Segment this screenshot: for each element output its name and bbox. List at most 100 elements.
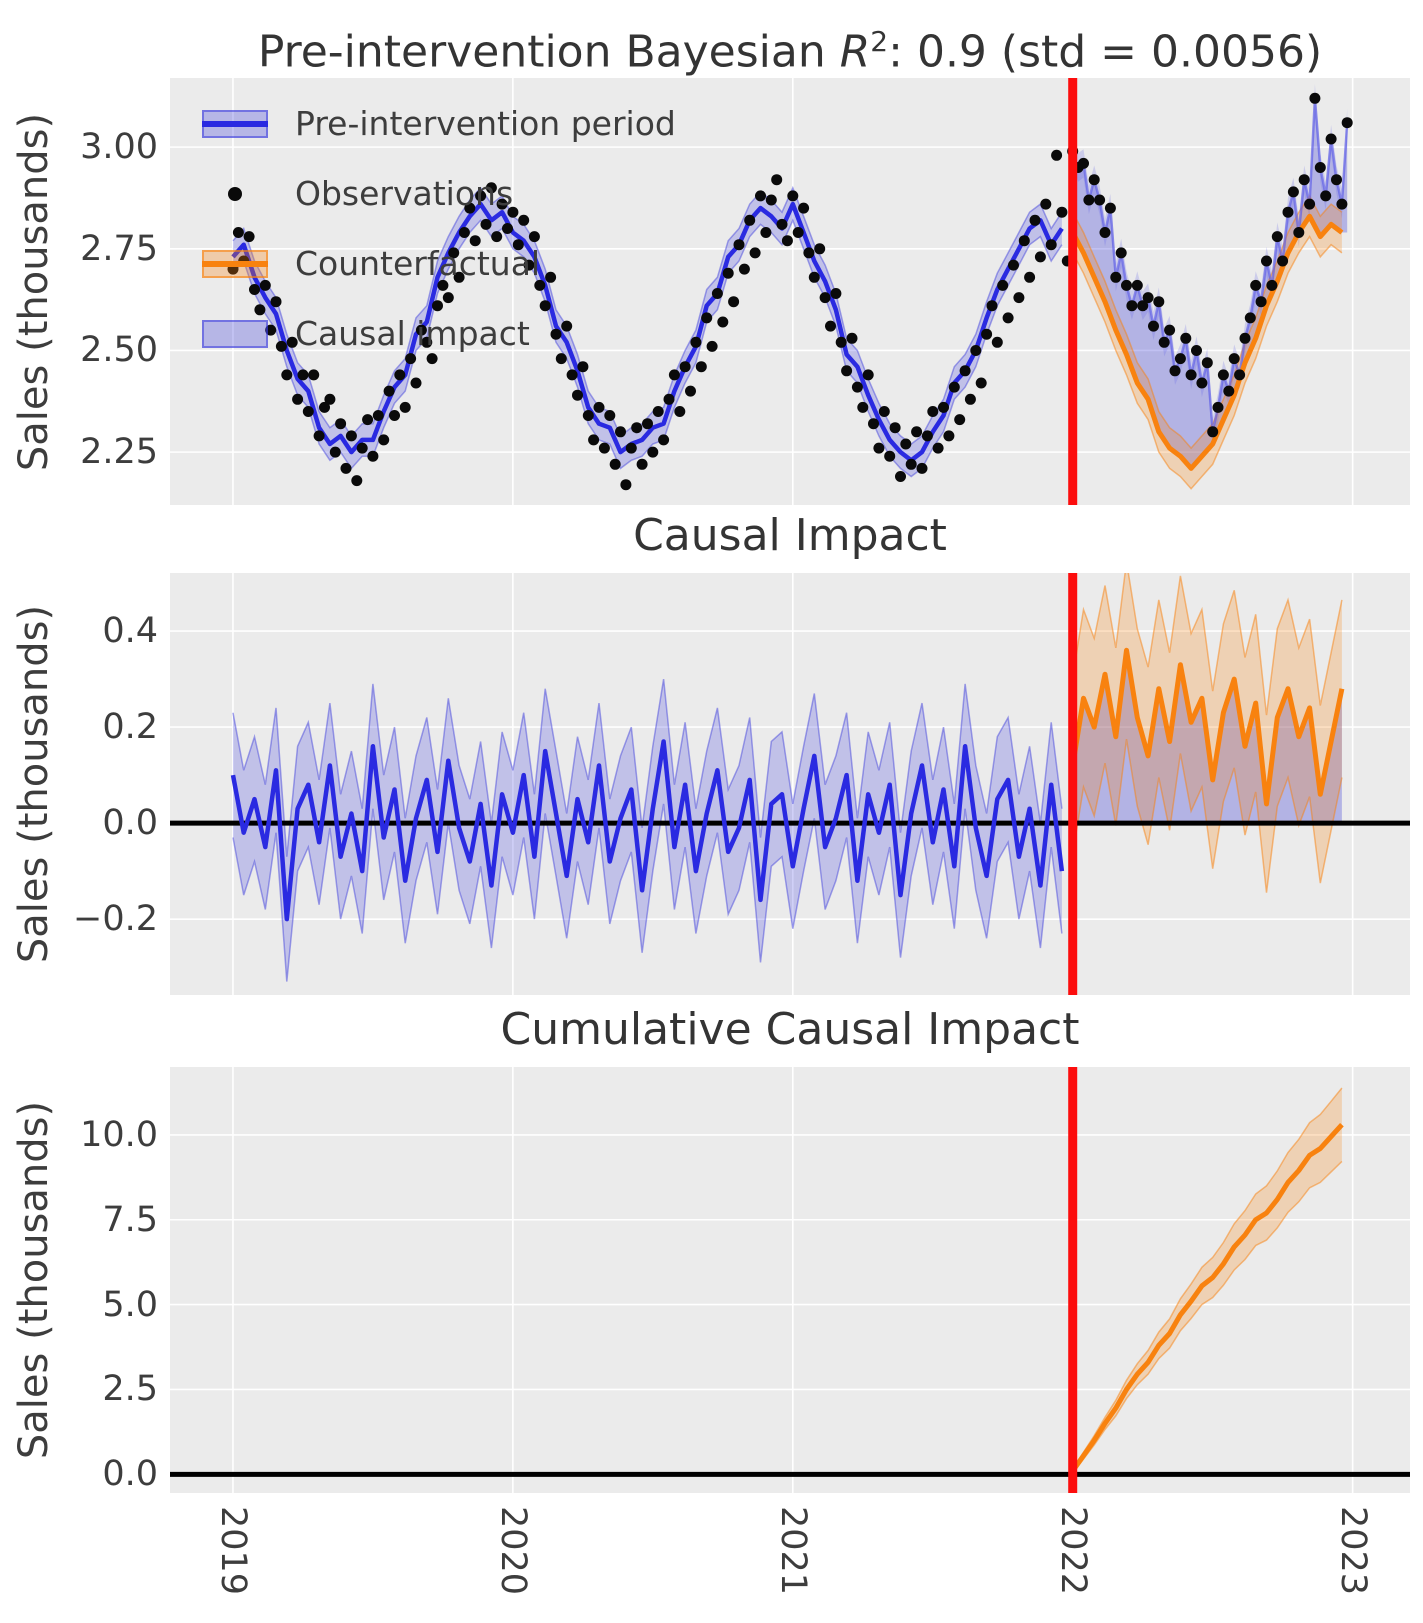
observation-dot xyxy=(663,393,675,405)
observation-dot xyxy=(932,442,944,454)
observation-dot xyxy=(1207,426,1219,438)
observation-dot xyxy=(695,361,707,373)
legend-item: Causal impact xyxy=(202,306,530,362)
panel-cumulative-causal-impact xyxy=(170,1067,1410,1493)
observation-dot xyxy=(319,401,330,413)
observation-dot xyxy=(577,361,589,373)
observation-dot xyxy=(1029,214,1041,226)
panel-background xyxy=(170,1067,1410,1493)
y-tick-label: −0.2 xyxy=(73,899,158,939)
legend-swatch-band-line-icon xyxy=(202,250,268,278)
panel-title-model-fit: Pre-intervention Bayesian R2: 0.9 (std =… xyxy=(258,16,1322,79)
observation-dot xyxy=(1056,206,1068,218)
observation-dot xyxy=(464,202,476,214)
observation-dot xyxy=(889,422,901,434)
observation-dot xyxy=(964,393,976,405)
observation-dot xyxy=(281,369,293,381)
observation-dot xyxy=(857,401,869,413)
observation-dot xyxy=(895,471,906,482)
observation-dot xyxy=(329,446,341,458)
observation-dot xyxy=(679,361,691,373)
y-tick-label: 2.25 xyxy=(80,432,158,472)
observation-dot xyxy=(1104,202,1116,214)
observation-dot xyxy=(1271,231,1283,243)
observation-dot xyxy=(1099,227,1111,238)
y-tick-label: 2.50 xyxy=(80,330,158,370)
observation-dot xyxy=(275,340,287,352)
observation-dot xyxy=(496,198,508,210)
observation-dot xyxy=(1320,190,1332,202)
observation-dot xyxy=(302,406,314,417)
observation-dot xyxy=(808,271,820,283)
observation-dot xyxy=(938,401,949,413)
observation-dot xyxy=(825,320,836,332)
observation-dot xyxy=(1325,133,1337,145)
observation-dot xyxy=(507,206,519,218)
observation-dot xyxy=(1298,174,1310,186)
panel-causal-impact xyxy=(170,573,1410,995)
observation-dot xyxy=(970,345,982,356)
observation-dot xyxy=(900,438,912,450)
x-tick-label: 2019 xyxy=(213,1506,253,1596)
observation-dot xyxy=(572,389,583,401)
observation-dot xyxy=(1217,369,1229,381)
observation-dot xyxy=(1336,198,1348,210)
observation-dot xyxy=(604,410,616,421)
observation-dot xyxy=(948,381,960,393)
observation-dot xyxy=(921,430,933,442)
observation-dot xyxy=(830,288,842,299)
observation-dot xyxy=(787,190,799,202)
observation-dot xyxy=(399,401,411,413)
observation-dot xyxy=(582,410,594,421)
cumulative-band-edge-lower xyxy=(1072,1160,1343,1474)
observation-dot xyxy=(717,316,729,328)
observation-dot xyxy=(1083,194,1095,206)
observation-dot xyxy=(1191,345,1202,356)
y-tick-label: 10.0 xyxy=(80,1115,158,1155)
observation-dot xyxy=(954,414,966,426)
panel-title-causal-impact: Causal Impact xyxy=(633,510,947,561)
y-tick-label: 2.75 xyxy=(80,229,158,269)
observation-dot xyxy=(1121,279,1132,291)
observation-dot xyxy=(722,267,734,279)
observation-dot xyxy=(1040,198,1052,210)
observation-dot xyxy=(335,418,347,430)
observation-dot xyxy=(1051,149,1063,161)
pre-intervention-band xyxy=(233,187,1062,477)
observation-dot xyxy=(453,271,465,283)
observation-dot xyxy=(733,239,745,251)
observation-dot xyxy=(249,284,260,295)
observation-dot xyxy=(728,296,740,308)
y-tick-label: 0.0 xyxy=(102,803,158,843)
observation-dot xyxy=(1174,353,1186,365)
title-r-variable: R xyxy=(839,26,871,78)
observation-dot xyxy=(475,190,487,202)
observation-dot xyxy=(991,336,1003,348)
x-tick-label: 2023 xyxy=(1333,1506,1373,1596)
impact-post-line xyxy=(1070,647,1345,807)
observation-dot xyxy=(792,227,804,238)
observation-dot xyxy=(286,336,298,348)
observation-dot xyxy=(1185,369,1197,381)
legend-label: Counterfactual xyxy=(295,244,541,283)
observation-dot xyxy=(378,434,390,446)
observation-dot xyxy=(631,422,643,434)
observation-dot xyxy=(615,426,626,438)
observation-dot xyxy=(975,377,987,389)
observation-dot xyxy=(835,336,847,348)
observation-dot xyxy=(254,304,266,316)
x-tick-label: 2021 xyxy=(773,1506,813,1596)
observation-dot xyxy=(1341,117,1353,129)
observation-dot xyxy=(1034,251,1046,263)
legend-line-icon xyxy=(202,261,268,267)
title-superscript: 2 xyxy=(870,25,889,58)
impact-pre-band-edge-lower xyxy=(232,803,1063,982)
observation-dot xyxy=(1201,357,1213,369)
observation-dot xyxy=(356,442,368,454)
observation-dot xyxy=(711,288,723,299)
impact-pre-line xyxy=(230,739,1065,922)
observation-dot xyxy=(297,369,309,381)
observation-dot xyxy=(394,369,406,381)
observation-dot xyxy=(609,458,621,470)
observation-dot xyxy=(367,450,379,462)
